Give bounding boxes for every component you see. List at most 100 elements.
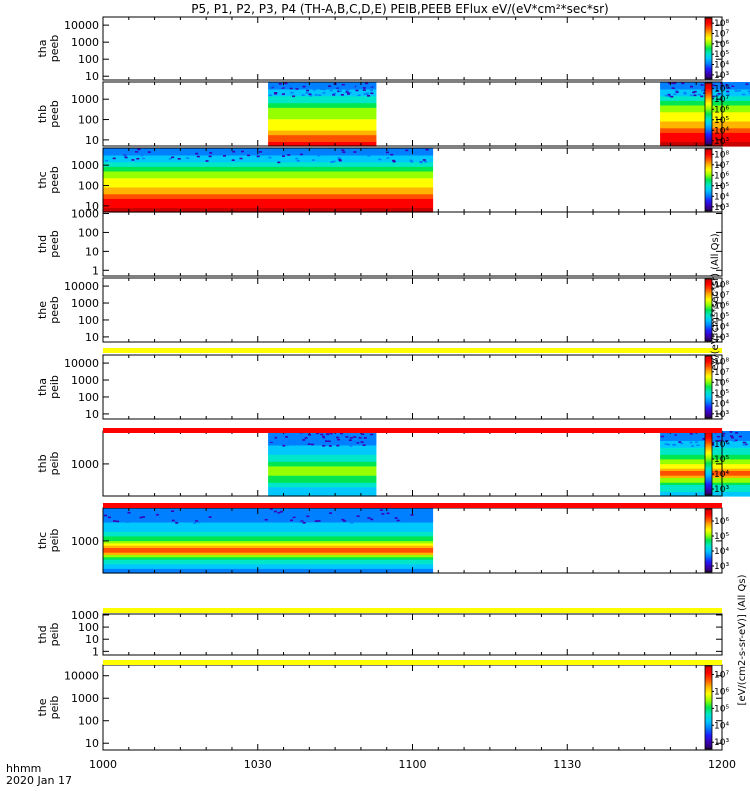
- spectrogram-speckle: [289, 519, 293, 522]
- spectrogram-cell: [268, 477, 377, 481]
- spectrogram-cell: [103, 209, 434, 213]
- spectrogram-cell: [103, 535, 434, 539]
- spectrogram-speckle: [329, 89, 333, 92]
- y-tick-label: 100: [78, 715, 99, 728]
- spectrogram-speckle: [353, 151, 357, 153]
- spectrogram-speckle: [729, 431, 733, 433]
- spectrogram-speckle: [370, 433, 374, 436]
- spectrogram-speckle: [315, 151, 319, 154]
- spectrogram-speckle: [232, 150, 236, 153]
- spectrogram-speckle: [338, 88, 342, 91]
- spectrogram-speckle: [672, 444, 676, 446]
- y-tick-label: 1000: [71, 692, 99, 705]
- spectrogram-cell: [268, 109, 377, 113]
- spectrogram-cell: [103, 542, 434, 546]
- spectrogram-cell: [268, 102, 377, 106]
- spectrogram-cell: [268, 107, 377, 110]
- spectrogram-cell: [103, 196, 434, 199]
- spectrogram-speckle: [322, 92, 326, 94]
- panel-y-label: peeb: [48, 296, 61, 324]
- spectrogram-speckle: [663, 437, 667, 440]
- y-tick-label: 10: [85, 737, 99, 750]
- spectrogram-cell: [103, 207, 434, 211]
- spectrogram-speckle: [336, 436, 339, 439]
- spectrogram-speckle: [122, 153, 126, 155]
- spectrogram-speckle: [186, 157, 190, 159]
- spectrogram-speckle: [738, 87, 742, 89]
- spectrogram-speckle: [330, 161, 334, 163]
- spectrogram-speckle: [695, 441, 698, 443]
- spectrogram-cell: [103, 545, 434, 548]
- spectrogram-speckle: [369, 436, 372, 439]
- spectrogram-cell: [268, 141, 377, 145]
- spectrogram-speckle: [292, 95, 296, 98]
- spectrogram-speckle: [318, 94, 322, 96]
- date-label: 2020 Jan 17: [6, 774, 72, 787]
- time-tick-label: 1000: [89, 758, 117, 771]
- spectrogram-speckle: [290, 91, 294, 94]
- spectrogram-speckle: [348, 439, 352, 441]
- spectrogram-speckle: [342, 151, 346, 153]
- spectrogram-speckle: [361, 512, 365, 514]
- spectrogram-speckle: [317, 154, 321, 157]
- panel-frame: [102, 430, 723, 497]
- time-tick-label: 1100: [399, 758, 427, 771]
- spectrogram-cell: [103, 198, 434, 202]
- spectrogram-speckle: [268, 83, 272, 86]
- spectrogram-speckle: [370, 89, 373, 92]
- time-axis-label: hhmm: [6, 762, 41, 775]
- spectrogram-cell: [268, 491, 377, 495]
- spectrogram-speckle: [693, 437, 697, 439]
- spectrogram-cell: [268, 463, 377, 467]
- spectrogram-speckle: [747, 90, 750, 93]
- spectrogram-cell: [268, 456, 377, 460]
- spectrogram-cell: [103, 531, 434, 535]
- spectrogram-speckle: [299, 153, 303, 156]
- spectrogram-speckle: [299, 441, 303, 444]
- spectrogram-cell: [103, 166, 434, 170]
- spectrogram-cell: [103, 202, 434, 206]
- colorbar-tick-label: 10⁵: [714, 389, 729, 399]
- spectrogram-speckle: [667, 94, 671, 96]
- colorbar-tick-label: 10⁴: [714, 61, 729, 71]
- spectrogram-speckle: [671, 82, 675, 85]
- panel-y-label: thb: [36, 105, 49, 123]
- spectrogram-cell: [268, 470, 377, 474]
- spectrogram-cell: [268, 465, 377, 469]
- colorbar: [704, 17, 713, 80]
- spectrogram-speckle: [386, 512, 390, 515]
- spectrogram-cell: [268, 98, 377, 101]
- y-tick-label: 100: [78, 621, 99, 634]
- spectrogram-speckle: [279, 510, 283, 513]
- spectrogram-speckle: [269, 441, 273, 443]
- time-axis: 1000 1030 1100 1130 1200: [89, 758, 736, 771]
- spectrogram-cell: [103, 170, 434, 174]
- gap-strip-yellow: [103, 608, 722, 613]
- spectrogram-speckle: [269, 84, 273, 87]
- gap-strip-red: [103, 428, 722, 433]
- colorbar-tick-label: 10³: [714, 738, 729, 748]
- spectrogram-cell: [103, 568, 434, 572]
- spectrogram-speckle: [326, 433, 330, 436]
- spectrogram-speckle: [732, 440, 736, 442]
- colorbar-tick-label: 10³: [714, 485, 729, 495]
- colorbar-tick-label: 10⁸: [714, 357, 729, 367]
- spectrogram-speckle: [683, 92, 687, 95]
- spectrogram-speckle: [745, 83, 749, 85]
- spectrogram-speckle: [689, 94, 693, 97]
- spectrogram-speckle: [268, 94, 272, 97]
- spectrogram-cell: [268, 93, 377, 97]
- spectrogram-speckle: [742, 93, 746, 96]
- spectrogram-speckle: [712, 84, 716, 87]
- spectrogram-speckle: [142, 516, 145, 518]
- spectrogram-speckle: [284, 82, 288, 85]
- spectrogram-cell: [268, 84, 377, 88]
- spectrogram-speckle: [736, 431, 740, 433]
- spectrogram-speckle: [177, 158, 181, 160]
- colorbar-tick-label: 10³: [714, 203, 729, 213]
- spectrogram-speckle: [726, 443, 730, 445]
- spectrogram-cell: [268, 125, 377, 129]
- spectrogram-speckle: [171, 156, 175, 159]
